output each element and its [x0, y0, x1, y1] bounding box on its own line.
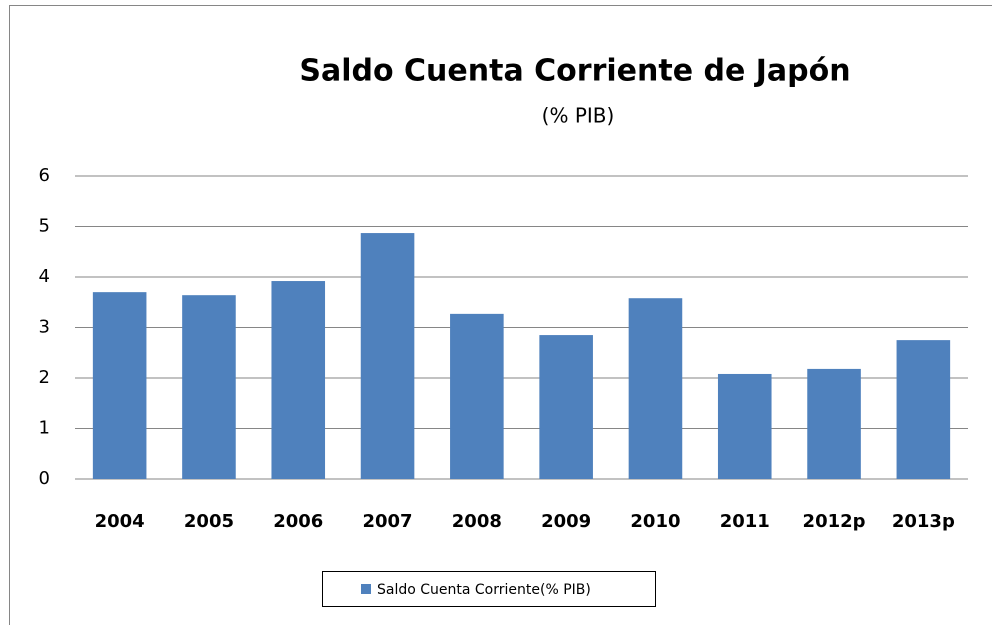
- x-tick-label: 2008: [452, 511, 502, 532]
- bar: [182, 295, 236, 479]
- bar: [450, 313, 504, 479]
- y-tick-label: 0: [39, 468, 50, 489]
- x-tick-label: 2013p: [892, 511, 955, 532]
- bar: [271, 281, 326, 479]
- bar: [807, 368, 861, 479]
- x-tick-label: 2010: [630, 511, 680, 532]
- bar: [539, 335, 593, 479]
- y-tick-label: 3: [39, 317, 50, 338]
- bar: [360, 233, 415, 479]
- bar: [628, 298, 683, 479]
- x-tick-label: 2006: [273, 511, 323, 532]
- x-tick-label: 2007: [362, 511, 412, 532]
- x-tick-label: 2012p: [803, 511, 866, 532]
- y-tick-label: 4: [39, 266, 50, 287]
- bar: [717, 373, 772, 479]
- x-tick-label: 2005: [184, 511, 234, 532]
- legend-label: Saldo Cuenta Corriente(% PIB): [377, 582, 591, 598]
- chart-title: Saldo Cuenta Corriente de Japón: [299, 54, 850, 89]
- legend-swatch: [361, 584, 371, 594]
- chart-subtitle: (% PIB): [542, 104, 615, 128]
- bar: [896, 340, 951, 479]
- y-tick-label: 5: [39, 216, 50, 237]
- y-tick-label: 2: [39, 367, 50, 388]
- x-tick-label: 2011: [720, 511, 770, 532]
- x-tick-label: 2004: [95, 511, 145, 532]
- x-tick-label: 2009: [541, 511, 591, 532]
- bar: [92, 292, 147, 479]
- y-tick-label: 1: [39, 418, 50, 439]
- y-tick-label: 6: [39, 165, 50, 186]
- legend: [322, 571, 656, 607]
